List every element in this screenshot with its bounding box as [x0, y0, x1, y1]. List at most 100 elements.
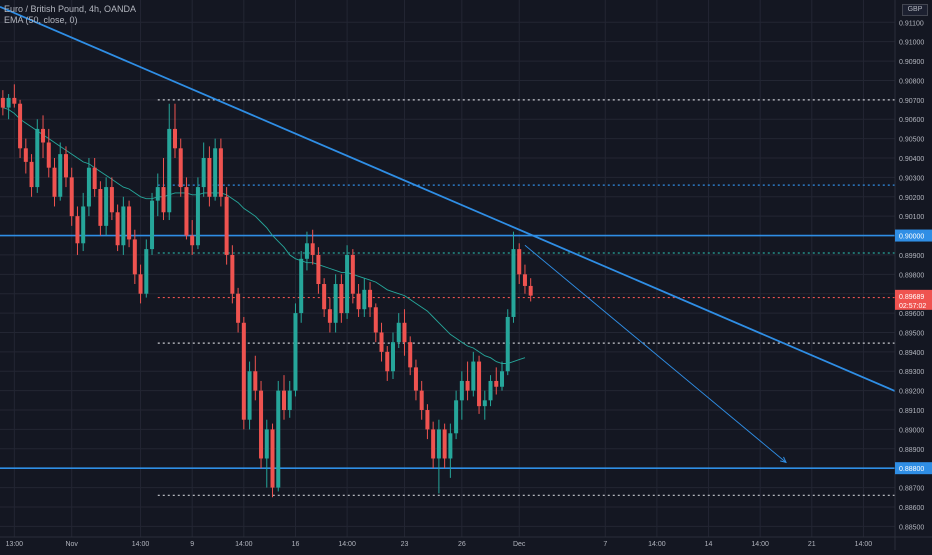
current-price-label: 0.89689	[899, 294, 924, 301]
x-tick-label: 9	[190, 541, 194, 548]
y-tick-label: 0.90700	[899, 98, 924, 105]
candle-down	[29, 161, 34, 188]
candle-down	[310, 243, 315, 255]
y-tick-label: 0.89600	[899, 311, 924, 318]
candle-down	[190, 235, 195, 246]
candle-up	[345, 254, 350, 314]
candle-up	[247, 371, 252, 420]
candle-down	[316, 254, 321, 285]
x-tick-label: Nov	[65, 541, 78, 548]
y-tick-label: 0.89000	[899, 427, 924, 434]
y-tick-label: 0.88500	[899, 524, 924, 531]
price-tag-bg	[895, 462, 932, 475]
main-trendline	[0, 5, 896, 392]
candle-down	[494, 380, 499, 387]
y-tick-label: 0.91000	[899, 40, 924, 47]
candle-up	[333, 284, 338, 323]
candle-down	[218, 148, 223, 197]
y-tick-label: 0.89200	[899, 389, 924, 396]
candle-up	[362, 289, 367, 310]
candle-down	[172, 128, 177, 149]
x-tick-label: 14:00	[132, 541, 150, 548]
candle-up	[390, 342, 396, 372]
candle-up	[155, 187, 160, 201]
candle-up	[482, 400, 487, 407]
candle-down	[92, 167, 97, 190]
candle-up	[195, 187, 200, 246]
x-tick-label: 14:00	[235, 541, 253, 548]
currency-label[interactable]: GBP	[902, 4, 928, 16]
y-tick-label: 0.89900	[899, 253, 924, 260]
candle-up	[121, 206, 126, 246]
candle-down	[63, 154, 68, 178]
candle-up	[459, 380, 464, 401]
candle-down	[385, 351, 390, 372]
candle-down	[46, 142, 51, 168]
projection-line	[524, 244, 787, 463]
candle-down	[350, 254, 355, 294]
candle-down	[109, 187, 114, 213]
candle-down	[0, 97, 5, 108]
candle-down	[241, 322, 246, 420]
candle-up	[264, 429, 269, 459]
candle-up	[448, 433, 453, 459]
candle-up	[499, 371, 505, 387]
price-tag-0.90000: 0.90000	[899, 234, 924, 241]
candle-down	[138, 274, 143, 294]
candle-down	[23, 148, 28, 162]
y-tick-label: 0.90200	[899, 195, 924, 202]
candle-up	[436, 429, 441, 459]
candle-down	[12, 97, 17, 104]
y-tick-label: 0.89500	[899, 330, 924, 337]
x-tick-label: 16	[292, 541, 300, 548]
candle-down	[408, 342, 413, 368]
candle-up	[454, 400, 459, 434]
y-tick-label: 0.88700	[899, 486, 924, 493]
y-tick-label: 0.90900	[899, 59, 924, 66]
candle-up	[58, 154, 63, 197]
x-tick-label: 21	[808, 541, 816, 548]
candle-up	[213, 148, 218, 197]
y-tick-label: 0.90600	[899, 117, 924, 124]
candle-up	[35, 128, 40, 188]
candle-up	[505, 316, 510, 372]
candle-up	[276, 390, 281, 488]
candle-up	[201, 157, 206, 188]
candle-down	[69, 177, 74, 217]
candle-down	[465, 380, 470, 391]
x-tick-label: Dec	[513, 541, 526, 548]
y-tick-label: 0.90300	[899, 175, 924, 182]
candle-up	[299, 258, 304, 314]
candle-up	[488, 380, 493, 401]
y-tick-label: 0.89400	[899, 350, 924, 357]
candle-down	[373, 307, 378, 333]
candle-up	[396, 322, 401, 343]
candle-down	[402, 322, 407, 343]
candle-up	[6, 97, 11, 108]
candle-down	[236, 293, 241, 323]
candle-down	[281, 390, 286, 411]
y-tick-label: 0.89100	[899, 408, 924, 415]
candle-down	[425, 410, 430, 430]
candle-down	[127, 206, 132, 240]
countdown-label: 02:57:02	[899, 303, 926, 310]
candle-up	[167, 128, 172, 213]
candle-down	[18, 103, 23, 149]
symbol-title: Euro / British Pound, 4h, OANDA	[4, 4, 137, 14]
candle-down	[178, 148, 183, 188]
candle-up	[293, 313, 298, 391]
price-tag-0.88800: 0.88800	[899, 466, 924, 473]
indicator-legend[interactable]: EMA (50, close, 0)	[4, 15, 78, 25]
candle-down	[52, 167, 57, 197]
x-tick-label: 14:00	[751, 541, 769, 548]
candle-down	[356, 293, 361, 310]
candle-down	[327, 309, 332, 323]
candle-down	[517, 249, 522, 275]
x-tick-label: 14:00	[338, 541, 356, 548]
x-tick-label: 23	[401, 541, 409, 548]
candle-down	[522, 274, 527, 286]
candle-down	[253, 371, 258, 391]
x-tick-label: 14:00	[855, 541, 873, 548]
